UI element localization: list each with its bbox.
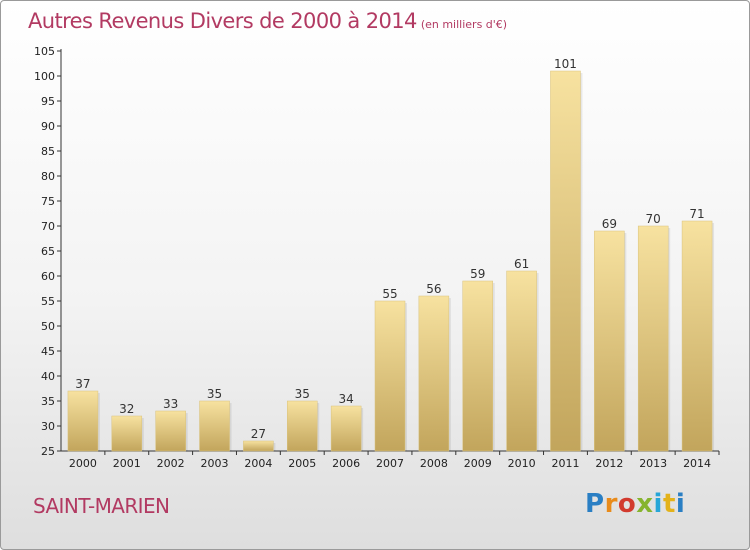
- x-tick-label: 2001: [113, 457, 141, 470]
- bar: [506, 270, 537, 452]
- x-tick-label: 2009: [464, 457, 492, 470]
- x-tick-label: 2011: [551, 457, 579, 470]
- x-tick-label: 2004: [244, 457, 272, 470]
- bar: [681, 220, 713, 452]
- y-tick-label: 90: [41, 120, 55, 133]
- x-tick-label: 2000: [69, 457, 97, 470]
- bar: [374, 300, 406, 452]
- bar-value-label: 56: [426, 282, 441, 296]
- y-tick-label: 105: [34, 45, 55, 58]
- bar: [330, 405, 362, 452]
- bar-value-label: 32: [119, 402, 134, 416]
- bar: [155, 410, 186, 452]
- y-tick-label: 80: [41, 170, 55, 183]
- bar-value-label: 71: [689, 207, 704, 221]
- logo-letter: o: [617, 489, 637, 519]
- y-tick-label: 50: [41, 320, 55, 333]
- proxiti-logo: Proxiti: [585, 489, 685, 519]
- x-tick-label: 2005: [288, 457, 316, 470]
- bar: [199, 400, 230, 452]
- bar-value-label: 34: [338, 392, 353, 406]
- y-tick-label: 85: [41, 145, 55, 158]
- bar-value-label: 33: [163, 397, 178, 411]
- y-tick-label: 40: [41, 370, 55, 383]
- y-tick-label: 65: [41, 245, 55, 258]
- bar: [550, 70, 581, 452]
- x-tick-label: 2006: [332, 457, 360, 470]
- bar-value-label: 69: [602, 217, 617, 231]
- bar: [637, 225, 669, 452]
- bar: [418, 295, 450, 452]
- bar-value-label: 37: [75, 377, 90, 391]
- bar-value-label: 55: [382, 287, 397, 301]
- y-tick-label: 45: [41, 345, 55, 358]
- bar-value-label: 70: [646, 212, 661, 226]
- place-name: SAINT-MARIEN: [33, 494, 170, 518]
- logo-letter: t: [662, 489, 676, 519]
- logo-letter: P: [585, 489, 605, 519]
- logo-letter: r: [604, 489, 618, 519]
- y-tick-label: 25: [41, 445, 55, 458]
- y-tick-label: 55: [41, 295, 55, 308]
- bar-value-label: 59: [470, 267, 485, 281]
- logo-letter: i: [675, 489, 686, 519]
- y-tick-label: 70: [41, 220, 55, 233]
- x-tick-label: 2003: [201, 457, 229, 470]
- x-tick-label: 2013: [639, 457, 667, 470]
- y-tick-label: 60: [41, 270, 55, 283]
- logo-letter: x: [636, 489, 654, 519]
- y-tick-label: 30: [41, 420, 55, 433]
- y-tick-label: 35: [41, 395, 55, 408]
- bar-value-label: 27: [251, 427, 266, 441]
- bar-value-label: 35: [207, 387, 222, 401]
- bar-value-label: 35: [295, 387, 310, 401]
- x-tick-label: 2002: [157, 457, 185, 470]
- x-tick-label: 2008: [420, 457, 448, 470]
- bar-value-label: 61: [514, 257, 529, 271]
- bar: [111, 415, 143, 452]
- bar: [462, 280, 493, 452]
- bar-value-label: 101: [554, 57, 577, 71]
- x-tick-label: 2014: [683, 457, 711, 470]
- y-tick-label: 100: [34, 70, 55, 83]
- x-tick-label: 2007: [376, 457, 404, 470]
- bar: [287, 400, 318, 452]
- chart-title-text: Autres Revenus Divers de 2000 à 2014: [28, 9, 417, 33]
- x-tick-label: 2010: [508, 457, 536, 470]
- logo-letter: i: [653, 489, 663, 519]
- bar: [67, 390, 99, 452]
- y-tick-label: 95: [41, 95, 55, 108]
- chart-title: Autres Revenus Divers de 2000 à 2014 (en …: [28, 9, 507, 33]
- bar: [243, 440, 274, 452]
- chart-subtitle: (en milliers d'€): [420, 18, 508, 31]
- y-tick-label: 75: [41, 195, 55, 208]
- x-tick-label: 2012: [595, 457, 623, 470]
- bar: [594, 230, 625, 452]
